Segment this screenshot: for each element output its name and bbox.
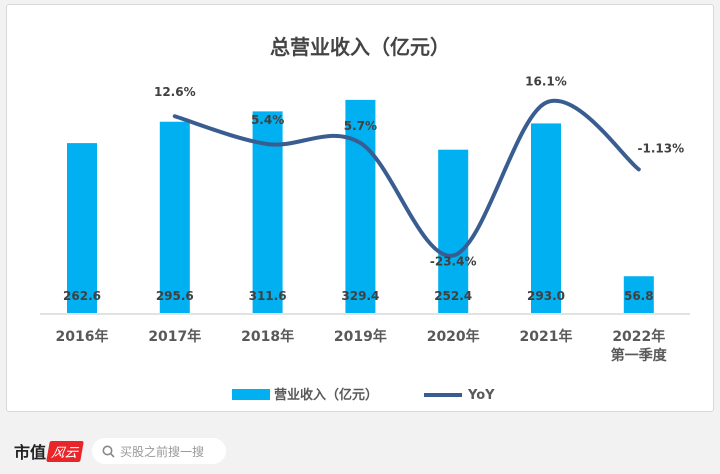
x-tick-label: 2022年 (612, 328, 665, 345)
bar-label: 295.6 (156, 289, 194, 303)
bar-label: 252.4 (434, 289, 472, 303)
bar (159, 121, 190, 314)
bar-label: 311.6 (249, 289, 287, 303)
bar-label: 293.0 (527, 289, 565, 303)
bar (438, 149, 469, 313)
x-tick-label: 2019年 (334, 328, 387, 345)
bar (623, 276, 654, 313)
search-icon (102, 445, 115, 458)
x-tick-label: 第一季度 (611, 347, 668, 364)
bar-label: 56.8 (624, 289, 654, 303)
x-tick-label: 2021年 (520, 328, 573, 345)
yoy-label: 5.7% (344, 119, 377, 133)
x-tick-label: 2017年 (148, 328, 201, 345)
x-tick-label: 2016年 (56, 328, 109, 345)
search-box[interactable]: 买股之前搜一搜 (92, 438, 227, 464)
bar-label: 262.6 (63, 289, 101, 303)
revenue-chart: 总营业收入（亿元） 262.6 295.6 311.6 329.4 252.4 293.0 5… (40, 35, 690, 403)
chart-title: 总营业收入（亿元） (270, 35, 450, 59)
legend-line-label: YoY (467, 388, 495, 403)
brand-logo: 风云 (46, 440, 84, 462)
yoy-label: -1.13% (637, 141, 684, 155)
bar (531, 123, 561, 313)
legend-bar-swatch (232, 389, 270, 400)
x-tick-label: 2020年 (427, 328, 480, 345)
yoy-label: -23.4% (430, 255, 477, 269)
footer: 市值 风云 买股之前搜一搜 (14, 438, 227, 464)
bar-label: 329.4 (341, 289, 379, 303)
bar (67, 143, 97, 313)
yoy-label: 16.1% (525, 75, 567, 89)
x-tick-label: 2018年 (241, 328, 294, 345)
yoy-label: 12.6% (154, 85, 196, 99)
yoy-label: 5.4% (251, 113, 284, 127)
brand-name: 市值 (14, 443, 47, 462)
bar (345, 99, 376, 313)
search-placeholder: 买股之前搜一搜 (120, 444, 205, 459)
legend-bar-label: 营业收入（亿元） (274, 387, 378, 403)
yoy-line (172, 98, 641, 258)
